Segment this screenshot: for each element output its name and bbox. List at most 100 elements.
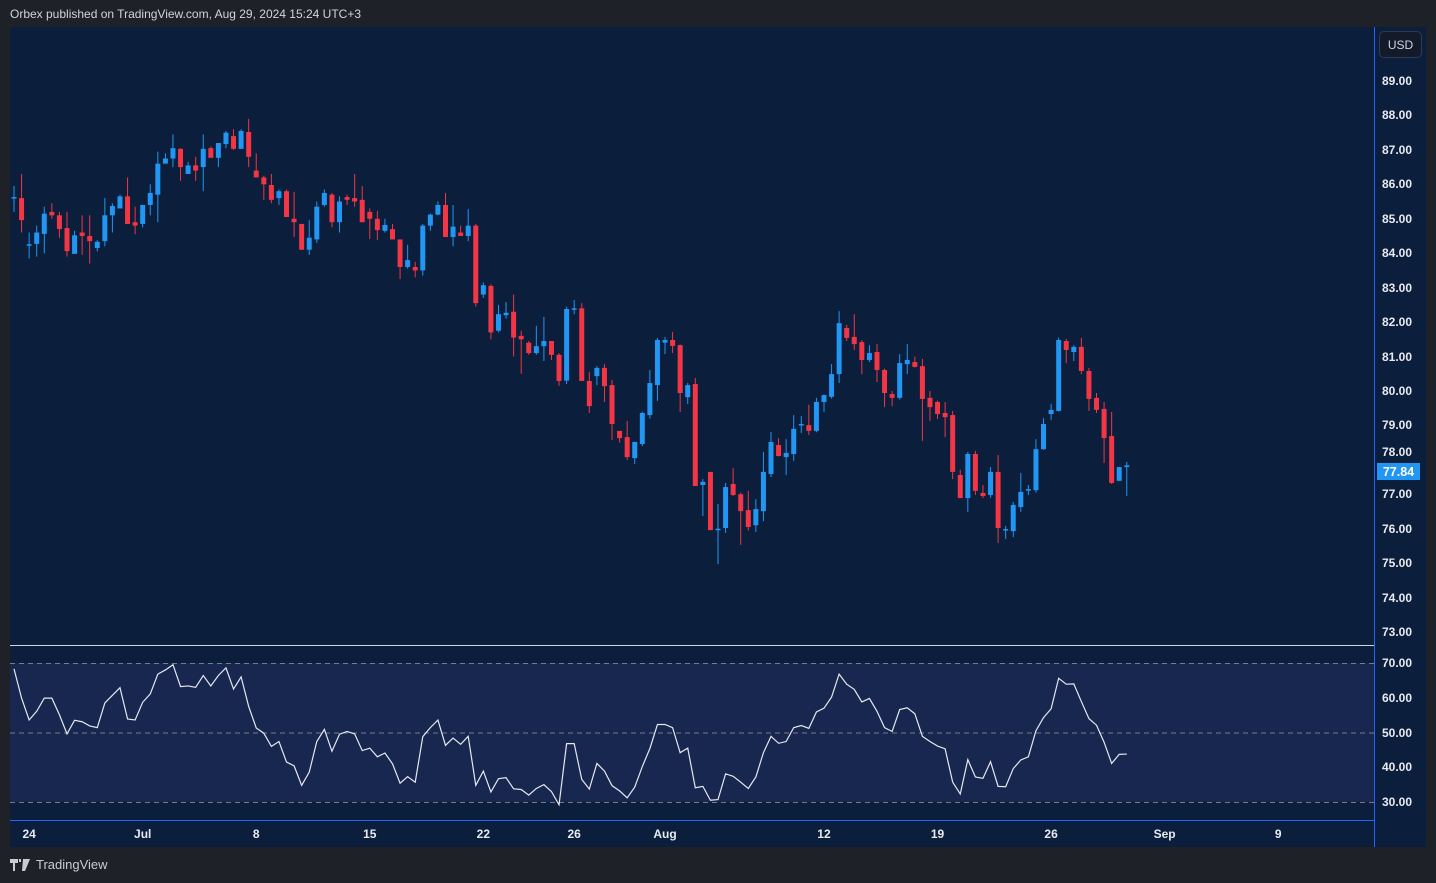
candle-body <box>988 471 994 495</box>
candle-body <box>412 266 418 271</box>
candle-body <box>314 206 320 240</box>
candle-body <box>132 222 138 226</box>
candle-body <box>753 509 759 526</box>
rsi-axis-label: 40.00 <box>1382 760 1413 775</box>
candle-body <box>458 232 464 236</box>
candle-body <box>170 148 176 159</box>
candle-body <box>1124 465 1130 468</box>
candle-body <box>41 213 47 234</box>
candle-body <box>261 177 267 185</box>
time-axis-label: 22 <box>476 827 491 841</box>
candle-body <box>791 428 797 454</box>
candle-body <box>1101 408 1107 439</box>
candle-body <box>246 131 252 157</box>
price-axis-label: 88.00 <box>1382 108 1413 123</box>
candle-body <box>586 380 592 407</box>
candle-body <box>178 148 184 168</box>
time-axis-label: 12 <box>817 827 831 841</box>
candle-body <box>405 260 411 267</box>
candle-body <box>87 235 93 242</box>
candle-body <box>268 185 274 200</box>
candle-body <box>882 369 888 394</box>
price-axis-label: 79.00 <box>1382 418 1413 433</box>
time-axis-label: 24 <box>22 827 36 841</box>
candle-body <box>1086 370 1092 399</box>
candle-body <box>427 214 433 226</box>
candle-body <box>306 237 312 250</box>
candle-body <box>223 132 229 145</box>
candle-body <box>541 341 547 347</box>
candle-body <box>49 211 55 216</box>
time-axis-label: Sep <box>1153 827 1176 841</box>
rsi-axis-label: 30.00 <box>1382 795 1413 809</box>
candle-body <box>1003 529 1009 531</box>
candle-body <box>950 415 956 472</box>
candle-body <box>639 413 645 444</box>
currency-button[interactable]: USD <box>1379 31 1422 58</box>
price-axis-label: 74.00 <box>1382 590 1413 605</box>
candle-body <box>1116 467 1122 481</box>
candle-body <box>715 528 721 531</box>
candle-body <box>632 441 638 459</box>
candle-body <box>556 354 562 381</box>
candle-body <box>435 204 441 215</box>
candles <box>11 118 1130 565</box>
time-axis-label: 26 <box>1044 827 1058 841</box>
rsi-axis-label: 60.00 <box>1382 690 1413 705</box>
candle-body <box>1018 491 1024 508</box>
candle-body <box>927 397 933 408</box>
candle-body <box>450 226 456 238</box>
candle-body <box>723 487 729 529</box>
last-price-label: 77.84 <box>1377 463 1420 480</box>
candle-body <box>654 339 660 386</box>
candle-body <box>117 196 123 209</box>
candle-body <box>1109 436 1115 483</box>
price-axis-label: 85.00 <box>1382 211 1413 226</box>
candle-body <box>329 194 335 223</box>
candle-body <box>321 192 327 205</box>
candle-body <box>897 363 903 398</box>
candle-body <box>102 215 108 242</box>
candle-body <box>79 232 85 236</box>
candle-body <box>253 170 259 178</box>
candle-body <box>26 244 32 246</box>
candle-body <box>64 228 70 252</box>
candle-body <box>109 206 115 216</box>
candle-body <box>980 492 986 497</box>
price-axis-label: 77.00 <box>1382 487 1413 502</box>
candle-body <box>208 148 214 158</box>
time-axis-label: 19 <box>930 827 945 841</box>
tradingview-logo[interactable]: TradingView <box>10 857 108 872</box>
candle-body <box>1078 346 1084 371</box>
candle-body <box>495 314 501 331</box>
candle-body <box>601 367 607 387</box>
candle-body <box>548 341 554 355</box>
time-axis-label: Jul <box>134 827 152 841</box>
candle-body <box>1033 449 1039 491</box>
candle-body <box>594 367 600 377</box>
candle-body <box>707 471 713 531</box>
candle-body <box>1025 489 1031 491</box>
candle-body <box>19 198 25 221</box>
tradingview-logo-icon <box>10 858 30 871</box>
candle-body <box>231 136 237 149</box>
candle-body <box>518 335 524 340</box>
price-axis-label: 78.00 <box>1382 444 1413 459</box>
candle-body <box>155 163 161 195</box>
candle-body <box>367 211 373 219</box>
candle-body <box>382 224 388 231</box>
candle-body <box>821 395 827 402</box>
candle-body <box>912 362 918 367</box>
price-axis-label: 83.00 <box>1382 280 1413 295</box>
candle-body <box>533 346 539 354</box>
rsi-axis-label: 70.00 <box>1382 656 1413 670</box>
candle-body <box>72 235 78 254</box>
candle-body <box>140 204 146 224</box>
candle-body <box>965 453 971 499</box>
candle-body <box>284 191 290 218</box>
price-axis-label: 73.00 <box>1382 625 1413 640</box>
candle-body <box>1056 339 1062 411</box>
candle-body <box>564 308 570 381</box>
candle-body <box>1063 341 1069 350</box>
